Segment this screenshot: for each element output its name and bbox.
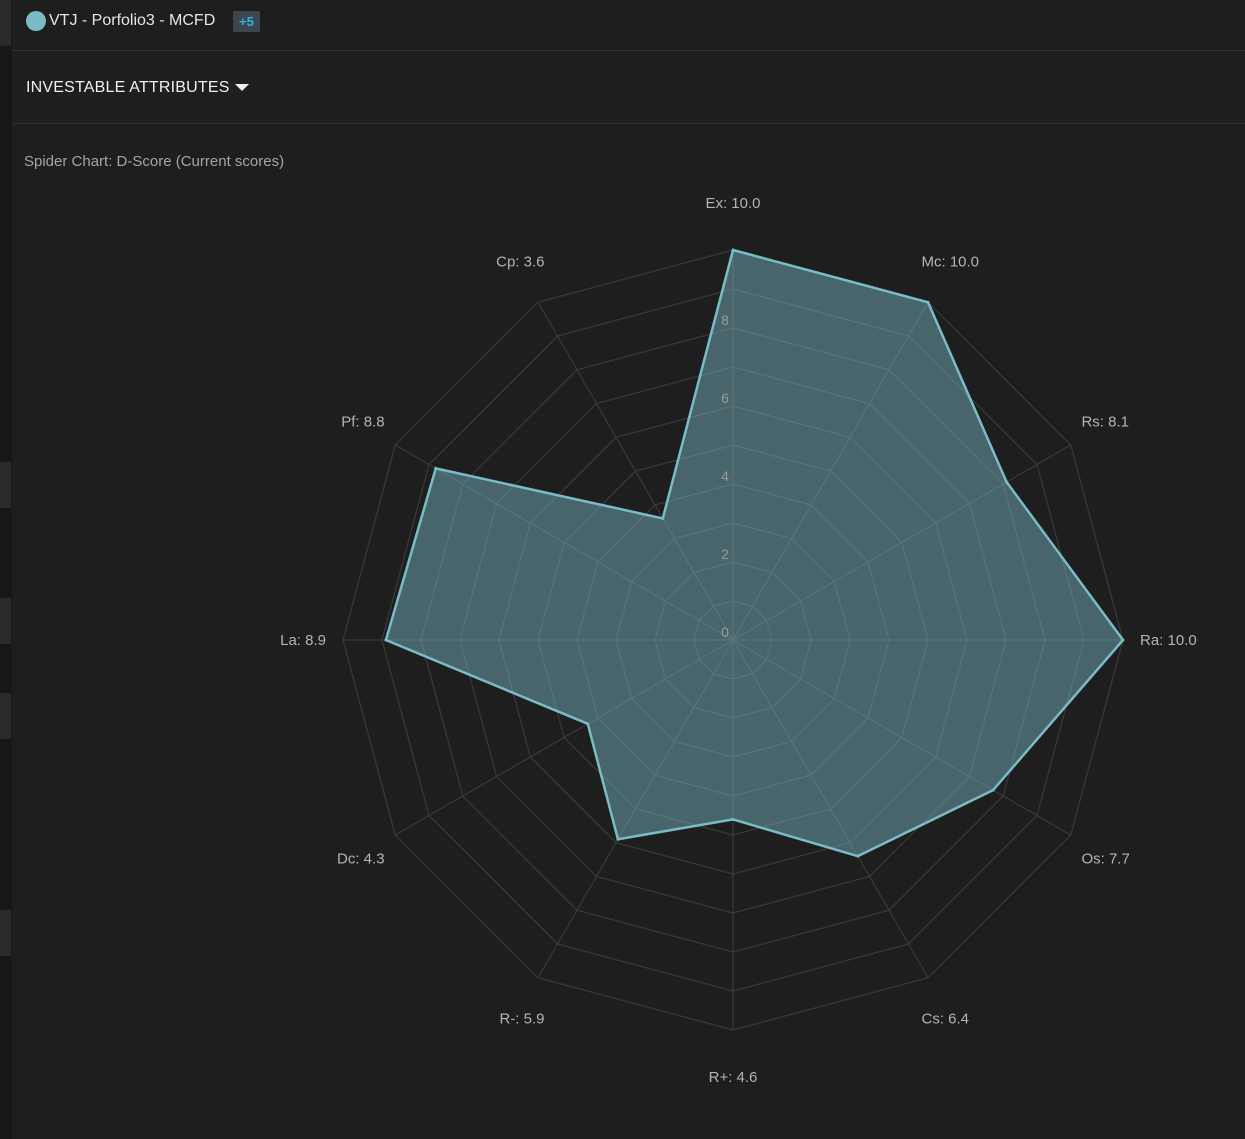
axis-label-cs: Cs: 6.4	[922, 1010, 970, 1027]
axis-label-mc: Mc: 10.0	[922, 254, 980, 271]
rail-marker	[0, 462, 11, 508]
portfolio-name[interactable]: VTJ - Porfolio3 - MCFD	[49, 12, 216, 29]
axis-spoke-dc	[394, 639, 734, 836]
data-point-cs[interactable]	[856, 854, 860, 858]
investable-attributes-dropdown[interactable]: INVESTABLE ATTRIBUTES	[26, 79, 249, 97]
axis-label-rs: Rs: 8.1	[1081, 414, 1129, 431]
axis-label-r: R-: 5.9	[499, 1010, 544, 1027]
data-point-r[interactable]	[616, 837, 620, 841]
axis-label-os: Os: 7.7	[1081, 851, 1129, 868]
data-point-pf[interactable]	[434, 466, 438, 470]
left-rail	[0, 0, 12, 1139]
data-point-la[interactable]	[384, 638, 388, 642]
section-bar: INVESTABLE ATTRIBUTES	[12, 51, 1245, 124]
axis-label-ra: Ra: 10.0	[1140, 632, 1197, 649]
axis-spoke-cp	[537, 301, 734, 641]
legend-header: VTJ - Porfolio3 - MCFD +5	[12, 0, 1245, 51]
axis-spoke-pf	[394, 444, 734, 641]
caret-down-icon	[234, 84, 249, 92]
section-title-label: INVESTABLE ATTRIBUTES	[26, 79, 230, 96]
axis-spoke-os	[732, 639, 1072, 836]
tick-layer: 0 2 4 6 8	[721, 312, 729, 640]
data-point-os[interactable]	[991, 788, 995, 792]
data-point-ra[interactable]	[1121, 638, 1125, 642]
series-area[interactable]	[384, 248, 1125, 858]
axis-spoke-cs	[732, 639, 929, 979]
radial-tick-label: 2	[721, 546, 729, 562]
rail-marker	[0, 910, 11, 956]
axis-label-pf: Pf: 8.8	[341, 414, 384, 431]
rail-marker	[0, 598, 11, 644]
radial-tick-label: 8	[721, 312, 729, 328]
axis-label-la: La: 8.9	[280, 632, 326, 649]
more-portfolios-badge[interactable]: +5	[233, 11, 260, 32]
grid-layer	[342, 249, 1124, 1031]
data-point-dc[interactable]	[586, 722, 590, 726]
axis-label-cp: Cp: 3.6	[496, 254, 544, 271]
axis-spoke-rs	[732, 444, 1072, 641]
series-color-dot[interactable]	[26, 11, 46, 31]
radial-tick-label: 6	[721, 390, 729, 406]
axis-label-layer: Ex: 10.0 Mc: 10.0 Rs: 8.1 Ra: 10.0 Os: 7.7 Cs…	[280, 195, 1197, 1086]
data-point-cp[interactable]	[661, 516, 665, 520]
data-point-mc[interactable]	[926, 300, 930, 304]
axis-label-dc: Dc: 4.3	[337, 851, 385, 868]
radial-tick-label: 0	[721, 624, 729, 640]
data-point-r[interactable]	[731, 817, 735, 821]
axis-label-r: R+: 4.6	[709, 1069, 758, 1086]
rail-marker	[0, 0, 11, 46]
axis-spoke-mc	[732, 301, 929, 641]
axis-spoke-r	[537, 639, 734, 979]
series-layer	[384, 248, 1125, 858]
chart-title: Spider Chart: D-Score (Current scores)	[24, 153, 285, 170]
rail-marker	[0, 693, 11, 739]
axis-label-ex: Ex: 10.0	[705, 195, 760, 212]
data-point-rs[interactable]	[1005, 480, 1009, 484]
radial-tick-label: 4	[721, 468, 729, 484]
data-point-ex[interactable]	[731, 248, 735, 252]
